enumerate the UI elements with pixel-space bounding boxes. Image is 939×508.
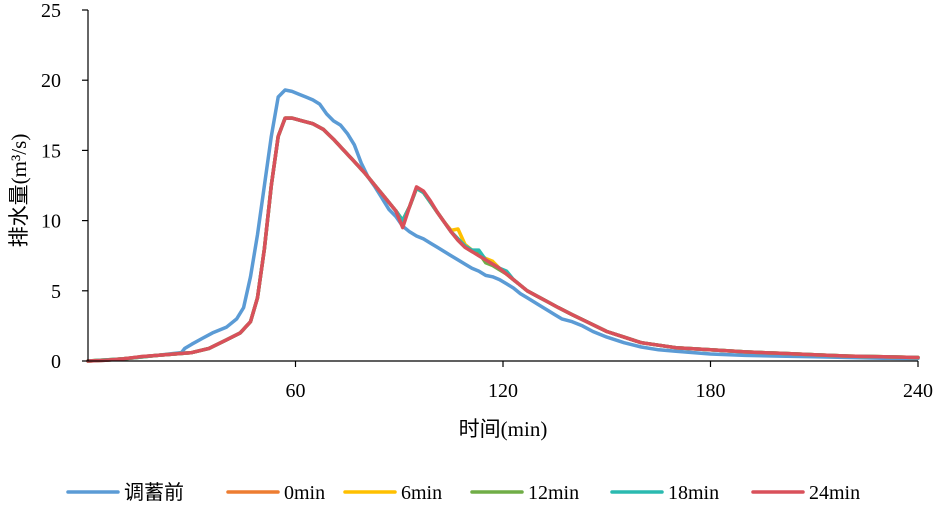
y-tick-label: 5 xyxy=(51,281,61,303)
x-tick-label: 60 xyxy=(286,380,306,402)
y-tick-label: 0 xyxy=(51,351,61,373)
x-axis-ticks: 60 120 180 240 xyxy=(286,361,933,402)
legend-label: 0min xyxy=(284,482,325,504)
x-axis-title: 时间(min) xyxy=(459,417,548,441)
legend: 调蓄前 0min 6min 12min 18min 24min xyxy=(66,481,860,504)
legend-label: 18min xyxy=(668,482,719,504)
y-tick-label: 15 xyxy=(41,140,61,162)
series-line-0min xyxy=(86,116,920,363)
series-line-调蓄前 xyxy=(86,88,920,363)
series-line-24min xyxy=(86,116,920,363)
x-tick-label: 120 xyxy=(488,380,518,402)
legend-label: 24min xyxy=(809,482,860,504)
x-tick-label: 240 xyxy=(903,380,933,402)
series-line-6min xyxy=(86,116,920,363)
legend-label: 12min xyxy=(528,482,579,504)
series-line-18min xyxy=(86,116,920,363)
plot-area xyxy=(86,88,920,363)
y-tick-label: 20 xyxy=(41,70,61,92)
y-tick-label: 10 xyxy=(41,211,61,233)
x-tick-label: 180 xyxy=(696,380,726,402)
y-axis-ticks: 0 5 10 15 20 25 xyxy=(41,0,88,373)
series-line-12min xyxy=(86,116,920,363)
y-tick-label: 25 xyxy=(41,0,61,22)
legend-label: 调蓄前 xyxy=(124,481,184,504)
y-axis-title: 排水量(m³/s) xyxy=(7,134,31,248)
legend-label: 6min xyxy=(401,482,442,504)
